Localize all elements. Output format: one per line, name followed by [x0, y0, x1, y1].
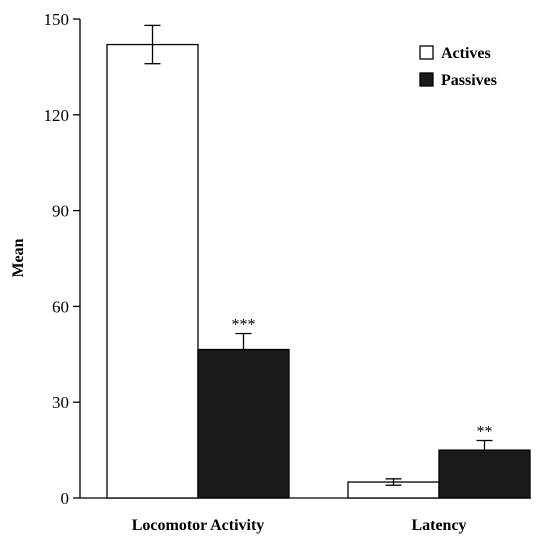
- y-axis-title: Mean: [10, 238, 27, 277]
- y-axis: 0 30 60 90 120 150: [44, 10, 81, 508]
- bar-actives-1: [106, 43, 199, 499]
- bar-passives-2: [438, 449, 531, 499]
- legend-swatch-actives: [419, 45, 434, 60]
- significance-label: ***: [232, 317, 256, 334]
- legend: Actives Passives: [419, 45, 497, 89]
- y-tick-label: 150: [44, 10, 70, 29]
- y-tick-label: 0: [61, 489, 70, 508]
- y-tick-label: 90: [52, 202, 69, 221]
- legend-label-passives: Passives: [441, 72, 497, 89]
- x-axis: Locomotor Activity Latency: [80, 497, 531, 534]
- bar-passives-1: [197, 348, 290, 499]
- y-tick-label: 60: [52, 297, 69, 316]
- x-category-label: Locomotor Activity: [132, 517, 265, 534]
- y-tick-label: 120: [44, 106, 70, 125]
- legend-swatch-passives: [419, 72, 434, 87]
- bars: *****: [106, 24, 531, 499]
- significance-label: **: [477, 424, 493, 441]
- legend-label-actives: Actives: [441, 45, 491, 62]
- x-category-label: Latency: [411, 517, 466, 534]
- y-tick-label: 30: [52, 393, 69, 412]
